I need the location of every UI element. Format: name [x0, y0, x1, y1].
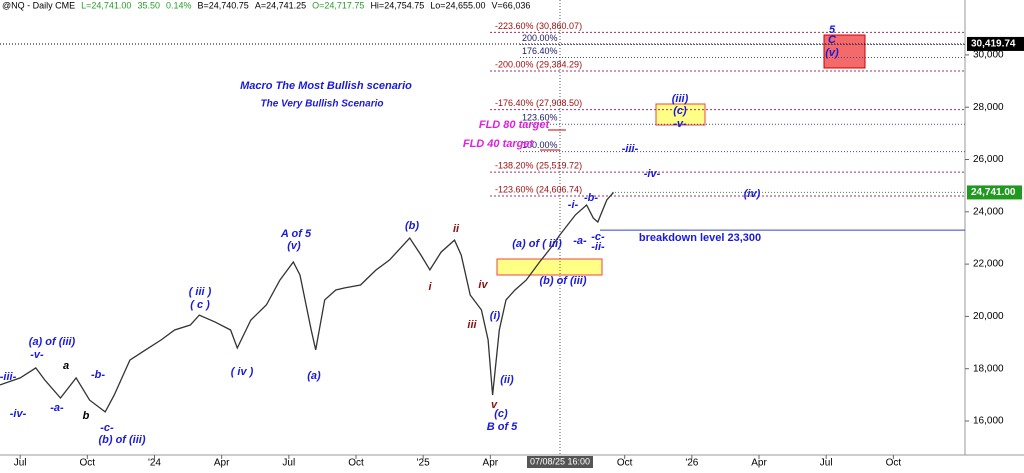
target-label: 176.40%	[522, 46, 558, 56]
price-tag	[967, 36, 1024, 51]
wave-label: C	[828, 34, 837, 46]
wave-label: -b-	[91, 369, 105, 381]
fib-label: -200.00% (29,384.29)	[495, 59, 582, 69]
wave-label: (a) of (iii)	[29, 336, 76, 348]
wave-label: (iii)	[672, 93, 689, 105]
wave-label: -b-	[584, 192, 598, 204]
wave-label: 5	[829, 24, 836, 36]
wave-label: (iv)	[744, 188, 761, 200]
header-field: O=24,717.75	[312, 0, 364, 10]
header-field: @NQ - Daily CME	[2, 0, 75, 10]
wave-label: (b) of (iii)	[98, 434, 145, 446]
wave-label: -iv-	[644, 168, 661, 180]
x-tick-label: Apr	[214, 458, 230, 468]
wave-label: (i)	[490, 310, 501, 322]
x-tick-label: '25	[417, 458, 430, 468]
wave-label: b	[83, 410, 90, 422]
wave-label: -iii-	[0, 371, 17, 383]
y-tick-label: 24,000	[973, 206, 1004, 217]
wave-label: -iii-	[622, 143, 639, 155]
wave-label: iv	[478, 279, 488, 291]
wave-label: (v)	[287, 240, 301, 252]
y-tick-label: 20,000	[973, 311, 1004, 322]
y-tick-label: 30,000	[973, 50, 1004, 61]
chart-title: Macro The Most Bullish scenario	[240, 80, 412, 92]
wave-label: i	[428, 281, 432, 293]
wave-label: -iv-	[10, 408, 27, 420]
header-field: Hi=24,754.75	[370, 0, 424, 10]
fib-label: -176.40% (27,908.50)	[495, 98, 582, 108]
y-tick-label: 16,000	[973, 416, 1004, 427]
wave-label: FLD 40 target	[463, 138, 535, 150]
x-tick-label: Apr	[751, 458, 767, 468]
y-tick-label: 28,000	[973, 102, 1004, 113]
y-tick-label: 22,000	[973, 259, 1004, 270]
target-label: 100.00%	[522, 140, 558, 150]
wave-label: a	[63, 360, 69, 372]
header-field: A=24,741.25	[255, 0, 306, 10]
wave-label: -c-	[591, 231, 605, 243]
x-tick-label: Oct	[617, 458, 633, 468]
wave-label: -a-	[573, 235, 587, 247]
wave-label: (a) of ( iii)	[512, 238, 562, 250]
y-tick-label: 26,000	[973, 154, 1004, 165]
target-box	[655, 103, 706, 126]
cursor-tag	[527, 456, 593, 468]
target-box	[823, 34, 866, 69]
x-tick-label: Jul	[282, 458, 295, 468]
wave-label: -v-	[30, 349, 44, 361]
cursor-label: 07/08/25 16:00	[530, 456, 590, 466]
x-tick-label: Apr	[483, 458, 499, 468]
last-price-tag	[967, 185, 1022, 200]
header-field: B=24,740.75	[198, 0, 249, 10]
wave-label: (ii)	[500, 374, 514, 386]
wave-label: -v-	[673, 118, 687, 130]
price-line-series	[0, 191, 614, 413]
x-tick-label: Oct	[348, 458, 364, 468]
breakdown-label: breakdown level 23,300	[639, 232, 761, 244]
x-tick-label: Jul	[14, 458, 27, 468]
x-tick-label: Oct	[80, 458, 96, 468]
wave-label: (a)	[307, 370, 321, 382]
wave-label: B of 5	[487, 421, 518, 433]
fib-label: -138.20% (25,519.72)	[495, 160, 582, 170]
wave-label: FLD 80 target	[479, 119, 551, 131]
chart-subtitle: The Very Bullish Scenario	[260, 99, 383, 110]
wave-label: -a-	[50, 402, 64, 414]
wave-label: ii	[453, 223, 460, 235]
wave-label: (b)	[405, 220, 419, 232]
wave-label: (c)	[673, 105, 687, 117]
wave-label: A of 5	[280, 228, 312, 240]
target-label: 123.60%	[522, 113, 558, 123]
fib-label: -223.60% (30,860.07)	[495, 21, 582, 31]
last-price-label: 24,741.00	[971, 187, 1016, 198]
x-tick-label: '24	[148, 458, 161, 468]
y-tick-label: 18,000	[973, 363, 1004, 374]
x-tick-label: Oct	[886, 458, 902, 468]
header-field: 0.14%	[166, 0, 192, 10]
wave-label: ( iv )	[231, 366, 254, 378]
wave-label: -c-	[100, 422, 114, 434]
header-field: V=66,036	[492, 0, 531, 10]
target-box	[496, 258, 603, 276]
wave-label: -i-	[568, 199, 579, 211]
wave-label: (v)	[825, 47, 839, 59]
x-tick-label: '26	[685, 458, 698, 468]
wave-label: v	[491, 399, 498, 411]
wave-label: ( iii )	[189, 286, 212, 298]
fib-label: -123.60% (24,606.74)	[495, 184, 582, 194]
price-tag-label: 30,419.74	[971, 39, 1016, 50]
header-field: 35.50	[137, 0, 160, 10]
target-label: 200.00%	[522, 33, 558, 43]
wave-label: -ii-	[591, 241, 605, 253]
wave-label: (c)	[494, 408, 508, 420]
x-tick-label: Jul	[820, 458, 833, 468]
wave-label: iii	[467, 319, 477, 331]
header-field: Lo=24,655.00	[430, 0, 485, 10]
wave-label: (b) of (iii)	[539, 275, 586, 287]
header-field: L=24,741.00	[81, 0, 131, 10]
wave-label: ( c )	[190, 299, 210, 311]
